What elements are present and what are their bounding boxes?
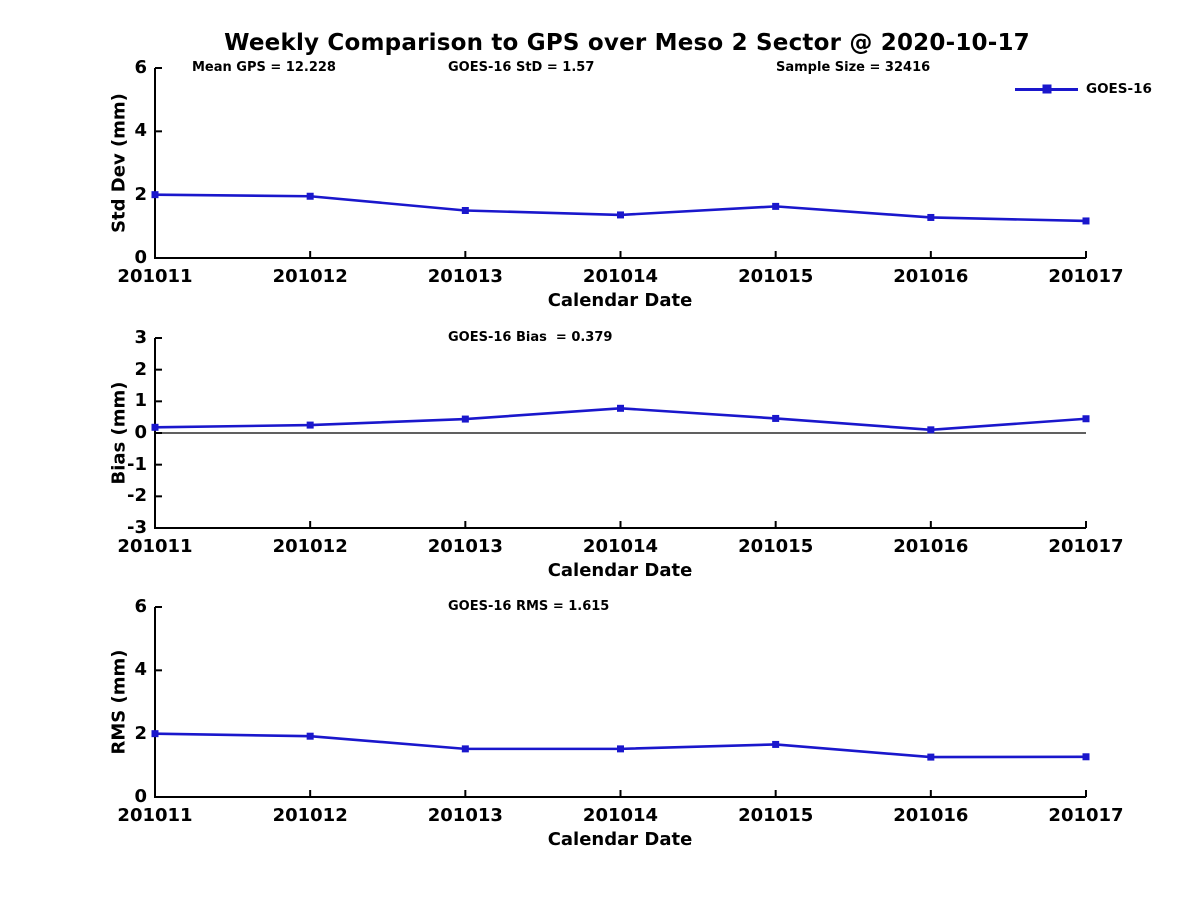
data-point-marker	[151, 191, 159, 199]
x-tick-label: 201012	[272, 805, 348, 826]
x-tick-label: 201011	[117, 266, 193, 287]
legend-line-sample	[1015, 84, 1078, 94]
data-point-marker	[151, 423, 159, 431]
stat-annotation: GOES-16 RMS = 1.615	[448, 599, 610, 614]
y-tick-label: 4	[134, 659, 147, 681]
data-point-marker	[306, 192, 314, 200]
y-tick-label: 2	[134, 358, 147, 380]
data-point-marker	[461, 207, 469, 214]
stat-annotation: Sample Size = 32416	[776, 60, 931, 75]
bias-y-axis-label: Bias (mm)	[108, 381, 130, 485]
data-point-marker	[617, 745, 624, 753]
data-point-marker	[1082, 753, 1090, 761]
x-tick-label: 201014	[582, 805, 659, 826]
y-tick-label: 3	[134, 327, 147, 348]
data-point-marker	[772, 202, 780, 210]
x-tick-label: 201011	[117, 536, 193, 557]
x-tick-label: 201011	[117, 805, 193, 826]
axis-lines	[154, 338, 1086, 529]
data-point-marker	[927, 753, 935, 761]
data-point-marker	[617, 211, 624, 219]
y-tick-label: 0	[134, 422, 147, 443]
x-tick-label: 201015	[738, 266, 814, 287]
std-dev-y-axis-label: Std Dev (mm)	[108, 93, 130, 233]
std-dev-x-axis-label: Calendar Date	[547, 290, 693, 311]
data-point-marker	[772, 740, 780, 748]
axis-lines	[154, 68, 1086, 259]
stat-annotation: GOES-16 StD = 1.57	[448, 60, 595, 75]
x-tick-label: 201013	[427, 536, 503, 557]
x-tick-label: 201016	[893, 805, 969, 826]
data-point-marker	[1082, 217, 1090, 225]
rms-y-axis-label: RMS (mm)	[108, 649, 130, 755]
y-tick-label: 4	[134, 120, 147, 142]
data-point-marker	[1082, 415, 1090, 423]
x-tick-label: 201016	[893, 536, 969, 557]
data-point-marker	[151, 730, 159, 738]
y-tick-label: 1	[134, 390, 147, 412]
data-point-marker	[927, 426, 935, 434]
data-point-marker	[617, 404, 624, 412]
bias-x-axis-label: Calendar Date	[547, 560, 693, 581]
axis-lines	[154, 607, 1086, 798]
data-point-marker	[772, 414, 780, 422]
data-point-marker	[461, 415, 469, 423]
stat-annotation: Mean GPS = 12.228	[192, 60, 336, 75]
y-tick-label: 2	[134, 722, 147, 744]
rms-x-axis-label: Calendar Date	[547, 829, 693, 850]
y-tick-label: -2	[127, 485, 147, 507]
x-tick-label: 201013	[427, 266, 503, 287]
data-point-marker	[306, 732, 314, 740]
x-tick-label: 201015	[738, 805, 814, 826]
x-tick-label: 201012	[272, 536, 348, 557]
series-line	[154, 406, 1087, 432]
series-line	[154, 193, 1087, 223]
x-tick-label: 201016	[893, 266, 969, 287]
x-tick-label: 201015	[738, 536, 814, 557]
y-tick-label: 6	[134, 57, 147, 78]
y-tick-label: -3	[127, 517, 147, 538]
data-point-marker	[461, 745, 469, 753]
legend-label: GOES-16	[1086, 81, 1152, 97]
y-tick-label: 0	[134, 786, 147, 807]
legend-marker	[1042, 84, 1051, 94]
x-tick-label: 201012	[272, 266, 348, 287]
y-tick-label: 2	[134, 183, 147, 205]
stat-annotation: GOES-16 Bias = 0.379	[448, 330, 613, 345]
x-tick-label: 201017	[1048, 266, 1124, 287]
legend: GOES-16	[1015, 81, 1152, 97]
series-line	[154, 732, 1087, 759]
figure-title: Weekly Comparison to GPS over Meso 2 Sec…	[224, 30, 1030, 56]
y-tick-label: 0	[134, 247, 147, 268]
x-tick-label: 201017	[1048, 536, 1124, 557]
x-tick-label: 201017	[1048, 805, 1124, 826]
data-point-marker	[927, 213, 935, 221]
x-tick-label: 201013	[427, 805, 503, 826]
x-tick-label: 201014	[582, 266, 659, 287]
y-tick-label: -1	[127, 453, 147, 475]
x-tick-label: 201014	[582, 536, 659, 557]
y-tick-label: 6	[134, 596, 147, 617]
data-point-marker	[306, 421, 314, 429]
